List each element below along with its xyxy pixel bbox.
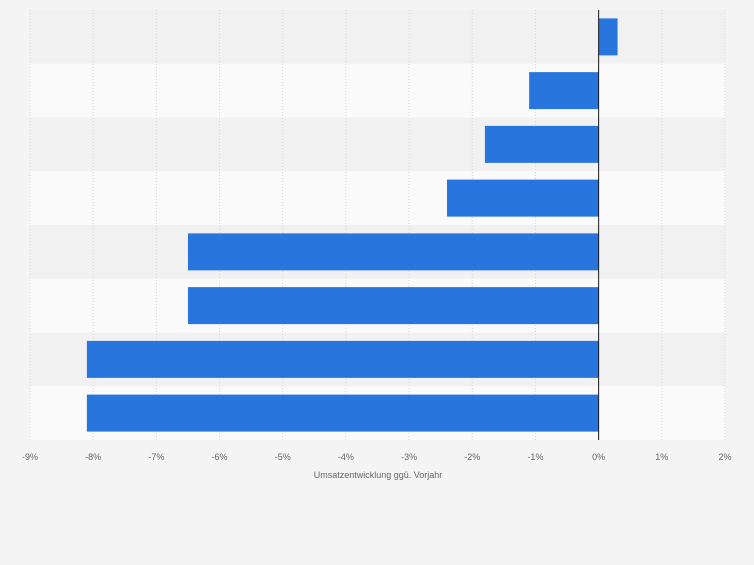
x-tick-label-1: -9% [22,452,38,462]
x-tick-label-6: -4% [338,452,354,462]
x-tick-label-11: 1% [655,452,668,462]
x-tick-label-3: -7% [148,452,164,462]
x-tick-label-2: -8% [85,452,101,462]
row-band-4 [30,171,725,225]
bars [86,18,618,432]
bar-8 [86,394,599,432]
x-tick-label-9: -1% [527,452,543,462]
bar-2 [529,72,599,110]
bar-4 [447,179,599,217]
x-tick-label-8: -2% [464,452,480,462]
x-tick-label-5: -5% [275,452,291,462]
x-axis-label: Umsatzentwicklung ggü. Vorjahr [314,470,443,480]
bar-5 [187,233,599,271]
x-tick-label-10: 0% [592,452,605,462]
x-tick-labels: -9% -8% -7% -6% -5% -4% -3% -2% -1% 0% 1% 2% [22,452,732,462]
x-tick-label-4: -6% [212,452,228,462]
row-band-2 [30,63,725,118]
x-tick-label-7: -3% [401,452,417,462]
bar-1 [598,18,618,56]
bar-6 [187,287,599,325]
x-tick-label-12: 2% [718,452,731,462]
row-band-1 [30,10,725,64]
bar-7 [86,340,599,378]
bar-3 [484,125,599,163]
row-band-3 [30,117,725,172]
